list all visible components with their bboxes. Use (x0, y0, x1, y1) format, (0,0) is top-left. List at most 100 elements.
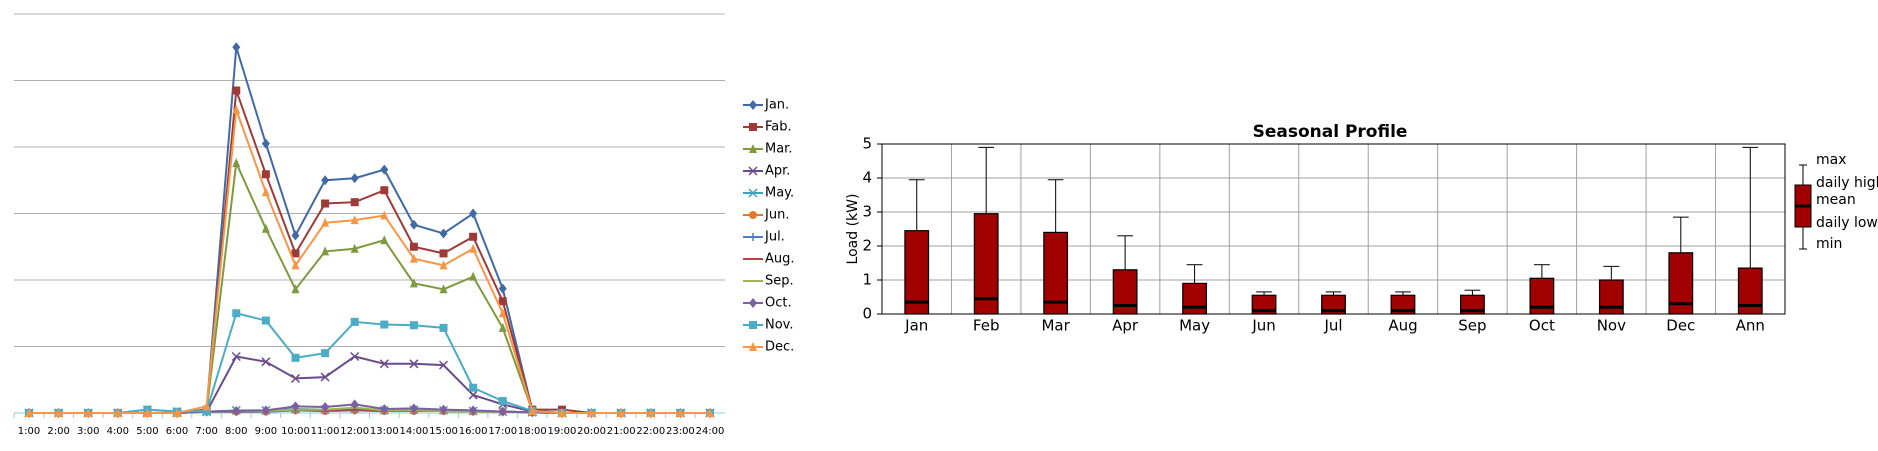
x-tick-label: Oct (1529, 317, 1555, 335)
data-point (409, 253, 418, 263)
y-tick-label: 3 (862, 203, 872, 221)
series-line (29, 46, 710, 414)
data-point (321, 199, 330, 208)
legend-marker (752, 280, 754, 282)
data-point (261, 405, 270, 416)
data-point (409, 403, 418, 414)
data-point (498, 406, 507, 417)
box (1598, 279, 1624, 315)
x-tick-label: Feb (973, 317, 1000, 335)
data-point (380, 186, 389, 195)
data-point (469, 243, 478, 253)
y-tick-label: 1 (862, 271, 872, 289)
legend-marker (749, 321, 757, 329)
x-tick-label: 18:00 (518, 426, 547, 437)
data-point (350, 351, 360, 362)
box (1737, 267, 1763, 315)
data-point (498, 397, 507, 406)
legend-label: Dec. (765, 340, 794, 355)
data-point (54, 408, 63, 417)
y-tick-label: 2 (862, 237, 872, 255)
x-tick-label: 3:00 (77, 426, 99, 437)
data-point (261, 187, 270, 197)
x-tick-label: 4:00 (107, 426, 129, 437)
series-line (29, 312, 710, 414)
x-tick-label: May (1179, 317, 1210, 335)
x-tick-label: Sep (1458, 317, 1486, 335)
data-point (528, 406, 537, 416)
x-tick-label: 1:00 (18, 426, 40, 437)
y-tick-label: 4 (862, 169, 872, 187)
legend-marker (749, 233, 757, 241)
legend-label: Sep. (765, 274, 794, 289)
x-tick-label: Mar (1041, 317, 1070, 335)
data-point (676, 408, 685, 417)
legend-label: max (1816, 152, 1847, 168)
data-point (84, 408, 93, 417)
x-tick-label: 11:00 (311, 426, 340, 437)
plot-frame (881, 143, 1786, 315)
data-point (261, 170, 270, 179)
data-point (354, 409, 356, 411)
data-point (409, 242, 418, 251)
data-point (143, 408, 152, 417)
data-point (439, 284, 448, 294)
data-point (380, 210, 389, 220)
box (1112, 269, 1138, 315)
x-tick-label: 20:00 (577, 426, 606, 437)
data-point (291, 401, 300, 412)
x-tick-label: 9:00 (255, 426, 277, 437)
x-tick-label: Aug (1388, 317, 1417, 335)
y-tick-label: 0 (862, 305, 872, 323)
box (973, 213, 999, 315)
data-point (113, 408, 122, 417)
x-tick-label: 22:00 (636, 426, 665, 437)
data-point (498, 308, 507, 318)
legend-marker (749, 100, 757, 110)
legend-label: daily high (1816, 175, 1878, 191)
legend-label: Apr. (765, 164, 790, 179)
data-point (321, 349, 330, 358)
data-point (232, 157, 241, 167)
data-point (231, 351, 241, 362)
y-tick-label: 5 (862, 135, 872, 153)
data-point (321, 175, 330, 186)
data-point (350, 215, 359, 225)
data-point (380, 164, 389, 175)
data-point (350, 243, 359, 253)
data-point (290, 373, 301, 383)
legend-label: Oct. (765, 296, 792, 311)
data-point (469, 271, 478, 281)
data-point (291, 260, 300, 270)
data-point (25, 408, 33, 417)
x-tick-label: 12:00 (340, 426, 369, 437)
data-point (617, 408, 626, 417)
x-tick-label: Jun (1251, 317, 1275, 335)
data-point (232, 104, 241, 114)
data-point (498, 322, 507, 332)
data-point (350, 173, 359, 184)
data-point (291, 230, 300, 241)
x-tick-label: 6:00 (166, 426, 188, 437)
x-tick-label: 14:00 (399, 426, 428, 437)
data-point (291, 353, 300, 362)
series-line (29, 109, 710, 414)
legend-label: Fab. (765, 120, 792, 135)
x-tick-label: 15:00 (429, 426, 458, 437)
data-point (291, 249, 300, 258)
legend-marker (749, 211, 757, 219)
box (1182, 282, 1207, 315)
box (1043, 231, 1069, 315)
data-point (320, 372, 330, 382)
series-line (29, 159, 710, 414)
data-point (232, 86, 241, 95)
x-tick-label: 17:00 (488, 426, 517, 437)
data-point (439, 323, 448, 332)
x-tick-label: Apr (1112, 317, 1139, 335)
x-tick-label: 21:00 (607, 426, 636, 437)
data-point (409, 278, 418, 288)
x-tick-label: 8:00 (225, 426, 247, 437)
x-tick-label: Jul (1323, 317, 1342, 335)
data-point (706, 408, 714, 417)
data-point (379, 359, 389, 369)
